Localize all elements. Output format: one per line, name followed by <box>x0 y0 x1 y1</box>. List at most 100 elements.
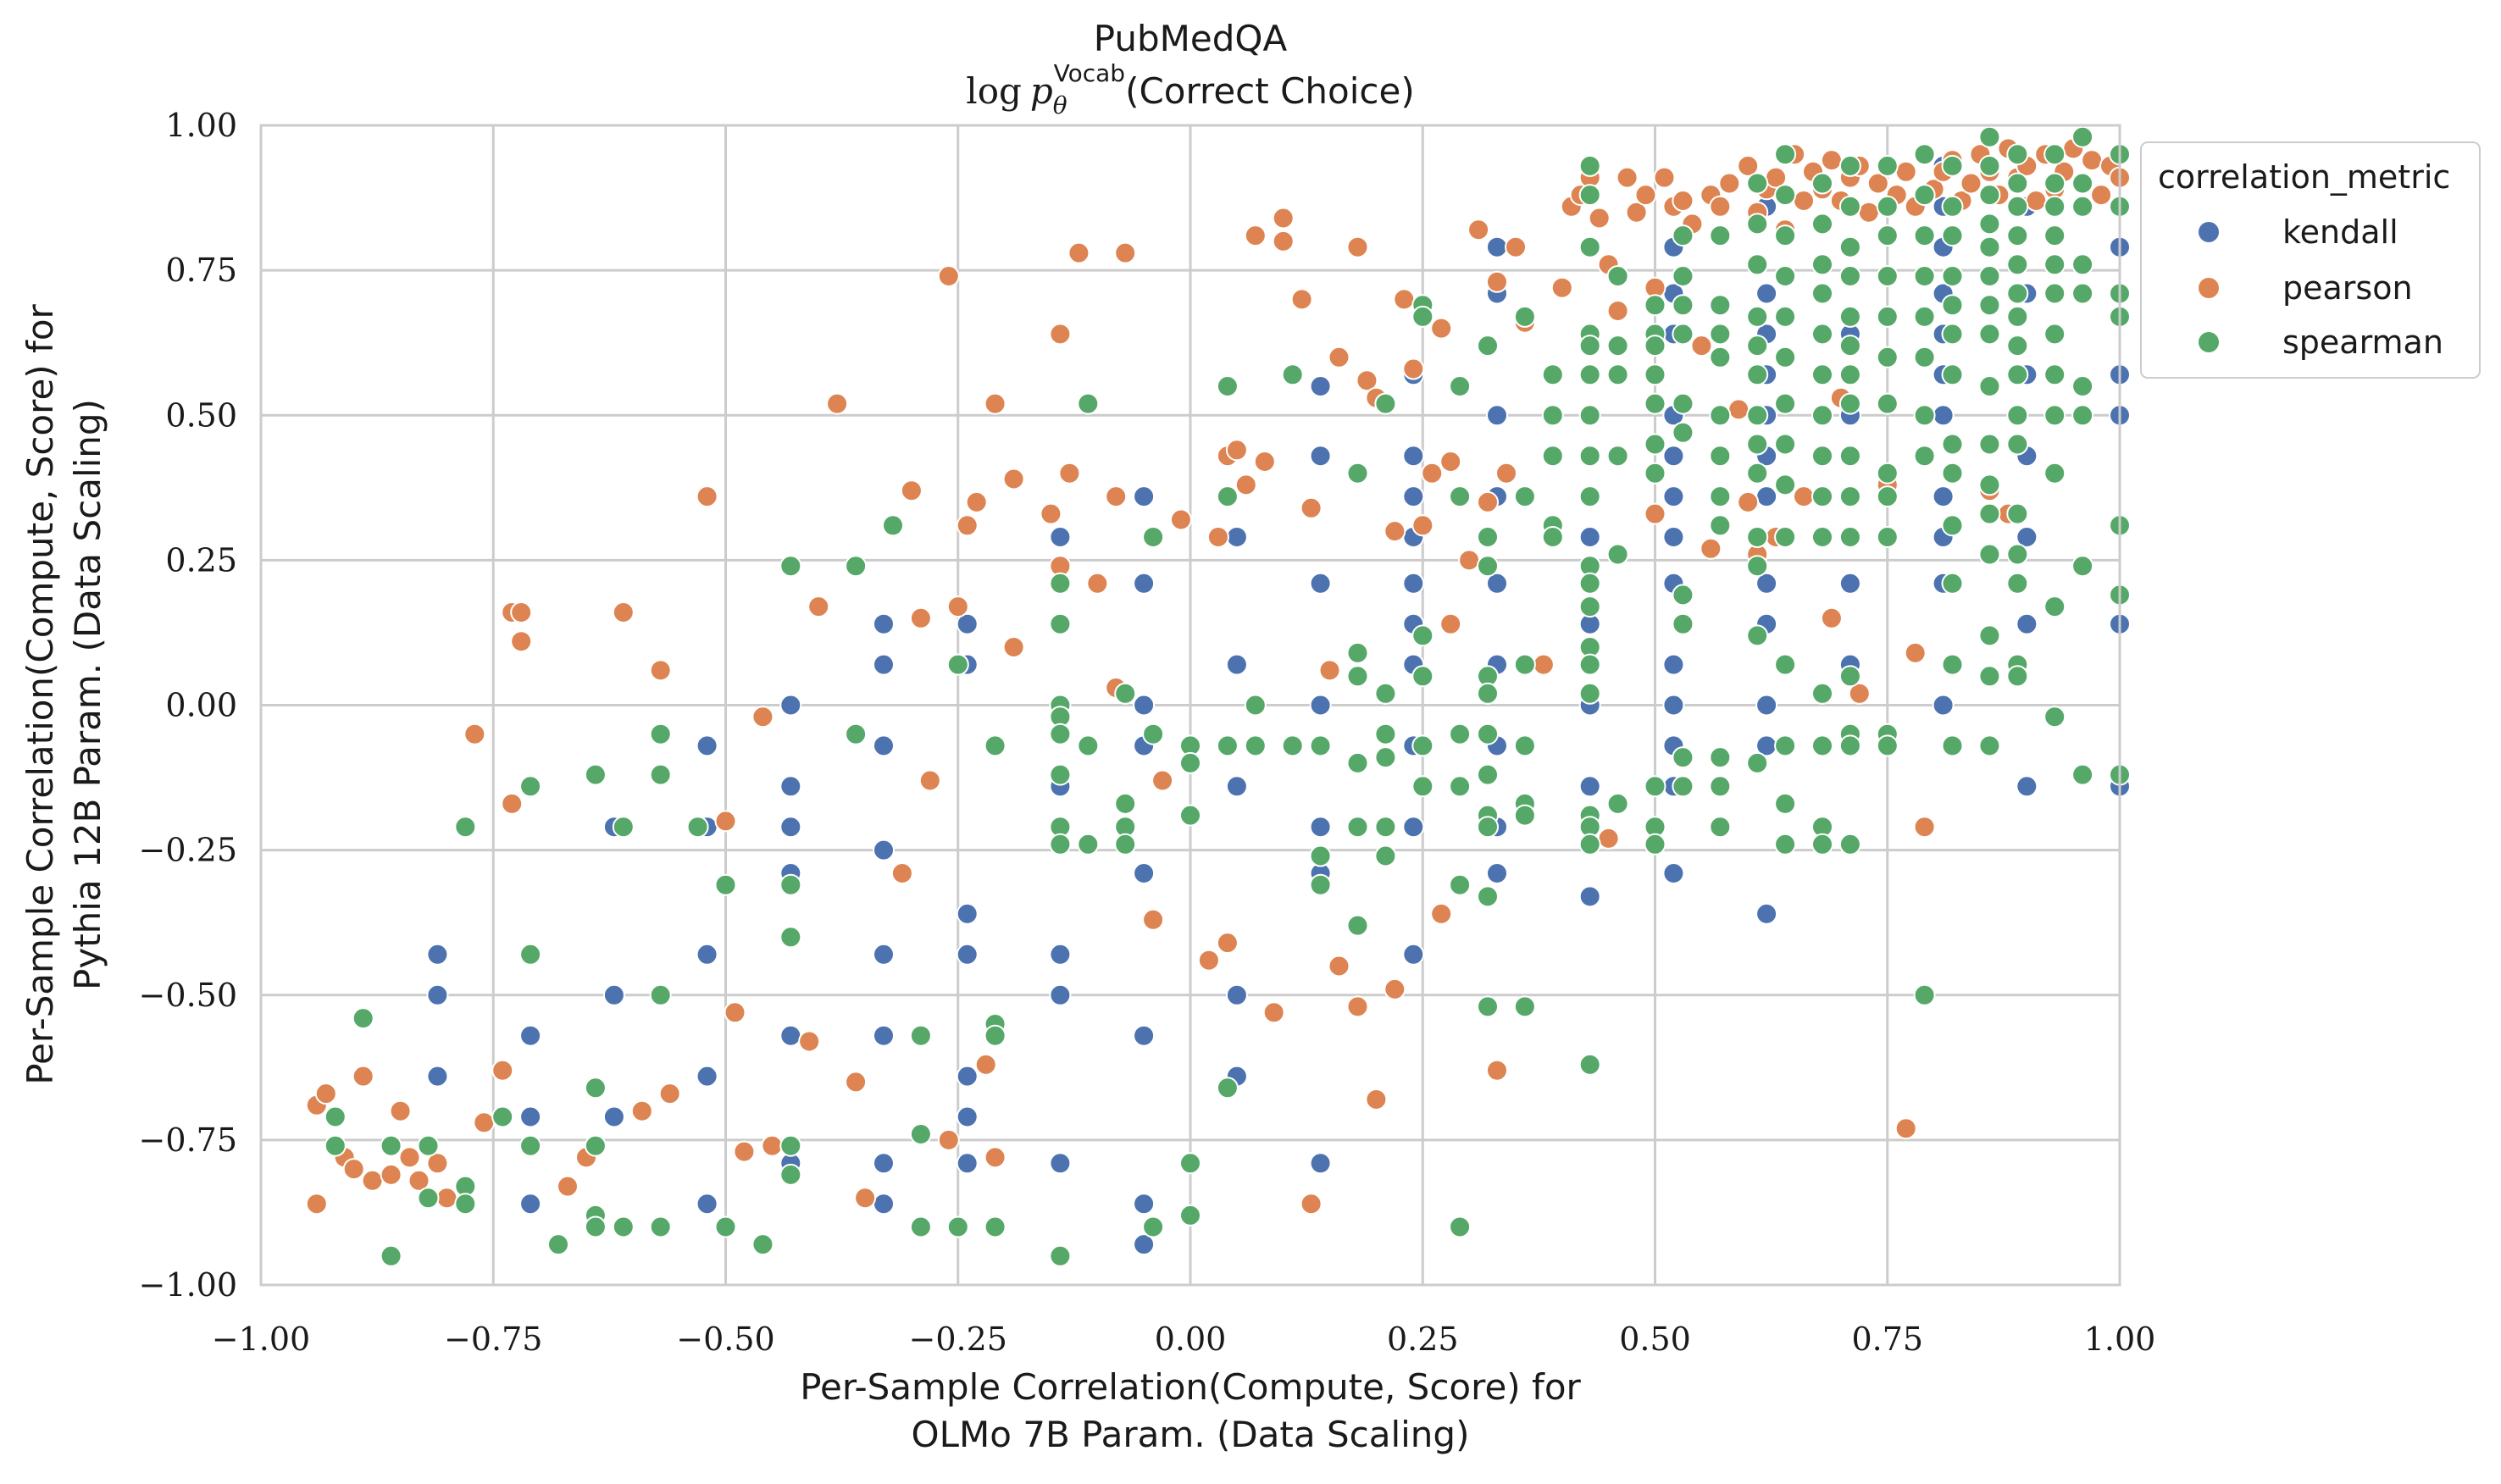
kendall-point <box>1225 653 1248 676</box>
spearman-point <box>1142 1215 1165 1238</box>
legend-label-kendall: kendall <box>2282 213 2398 251</box>
pearson-point <box>380 1163 402 1186</box>
pearson-point <box>724 1001 746 1024</box>
spearman-point <box>1941 363 1964 386</box>
pearson-point <box>798 1030 821 1053</box>
spearman-point <box>1374 746 1397 769</box>
spearman-point <box>779 873 802 896</box>
kendall-point <box>1133 862 1156 884</box>
spearman-point <box>1746 404 1769 427</box>
spearman-point <box>1978 543 2001 566</box>
spearman-point <box>1978 473 2001 496</box>
pearson-point <box>1960 172 1982 195</box>
kendall-point <box>1486 862 1508 884</box>
spearman-point <box>2044 282 2066 305</box>
spearman-point <box>1978 265 2001 287</box>
spearman-point <box>1449 1215 1472 1238</box>
spearman-point <box>1449 375 1472 397</box>
kendall-point <box>2016 612 2038 635</box>
pearson-point <box>1234 473 1257 496</box>
pearson-point <box>1857 201 1880 224</box>
spearman-point <box>1941 265 1964 287</box>
kendall-point <box>1309 816 1332 839</box>
spearman-point <box>1978 294 2001 317</box>
spearman-point <box>1876 346 1899 368</box>
kendall-point <box>426 1065 449 1088</box>
spearman-point <box>1978 154 2001 177</box>
pearson-point <box>1002 468 1025 490</box>
spearman-point <box>1346 751 1369 774</box>
spearman-point <box>491 1105 514 1128</box>
spearman-point <box>1606 335 1629 357</box>
spearman-point <box>2044 462 2066 485</box>
kendall-point <box>1662 862 1685 884</box>
spearman-point <box>1114 792 1137 815</box>
spearman-point <box>1913 143 1936 166</box>
spearman-point <box>1077 833 1100 856</box>
pearson-point <box>909 606 932 629</box>
spearman-point <box>1578 184 1601 207</box>
pearson-point <box>510 601 533 623</box>
spearman-point <box>1477 682 1499 705</box>
spearman-point <box>454 816 477 839</box>
pearson-point <box>2025 190 2048 212</box>
kendall-point <box>873 1152 895 1175</box>
spearman-point <box>1774 305 1797 328</box>
spearman-point <box>1216 734 1239 757</box>
spearman-point <box>1774 433 1797 456</box>
spearman-point <box>1941 653 1964 676</box>
spearman-point <box>1114 833 1137 856</box>
pearson-point <box>1439 612 1462 635</box>
spearman-point <box>649 1215 672 1238</box>
pearson-point <box>501 792 524 815</box>
spearman-point <box>1941 154 1964 177</box>
pearson-point <box>557 1175 579 1198</box>
spearman-point <box>1774 734 1797 757</box>
spearman-point <box>2044 224 2066 247</box>
spearman-point <box>1309 734 1332 757</box>
pearson-point <box>389 1099 412 1122</box>
spearman-point <box>1179 1152 1201 1175</box>
pearson-point <box>1328 346 1350 368</box>
pearson-point <box>900 479 923 502</box>
pearson-point <box>1151 769 1174 792</box>
spearman-point <box>1477 723 1499 745</box>
spearman-point <box>2006 665 2029 688</box>
kendall-point <box>1932 404 1955 427</box>
pearson-point <box>1300 1193 1323 1215</box>
spearman-point <box>2071 172 2094 195</box>
pearson-point <box>1495 462 1517 485</box>
spearman-point <box>845 555 868 578</box>
kendall-point <box>1133 1024 1156 1047</box>
pearson-point <box>342 1158 365 1181</box>
spearman-point <box>1913 404 1936 427</box>
pearson-point <box>1430 317 1453 340</box>
pearson-point <box>1328 955 1350 977</box>
kendall-point <box>1049 526 1072 548</box>
spearman-point <box>1709 346 1732 368</box>
pearson-point <box>1616 166 1639 189</box>
y-tick-label: −0.50 <box>139 977 237 1014</box>
spearman-point <box>1578 363 1601 386</box>
x-tick-label: 0.75 <box>1851 1321 1923 1358</box>
spearman-point <box>1606 792 1629 815</box>
pearson-point <box>612 601 635 623</box>
spearman-point <box>1978 433 2001 456</box>
kendall-point <box>1578 885 1601 908</box>
spearman-point <box>1513 995 1536 1018</box>
spearman-point <box>1811 323 1833 346</box>
spearman-point <box>1049 763 1072 786</box>
pearson-point <box>658 1083 681 1105</box>
spearman-point <box>1811 282 1833 305</box>
spearman-point <box>1838 235 1861 258</box>
kendall-point <box>1755 694 1778 717</box>
pearson-point <box>1606 300 1629 322</box>
spearman-point <box>1374 723 1397 745</box>
spearman-point <box>2006 172 2029 195</box>
legend-label-pearson: pearson <box>2282 269 2413 307</box>
pearson-point <box>1253 451 1276 473</box>
spearman-point <box>1811 213 1833 235</box>
spearman-point <box>1346 914 1369 937</box>
kendall-point <box>2016 775 2038 798</box>
spearman-point <box>1709 775 1732 798</box>
